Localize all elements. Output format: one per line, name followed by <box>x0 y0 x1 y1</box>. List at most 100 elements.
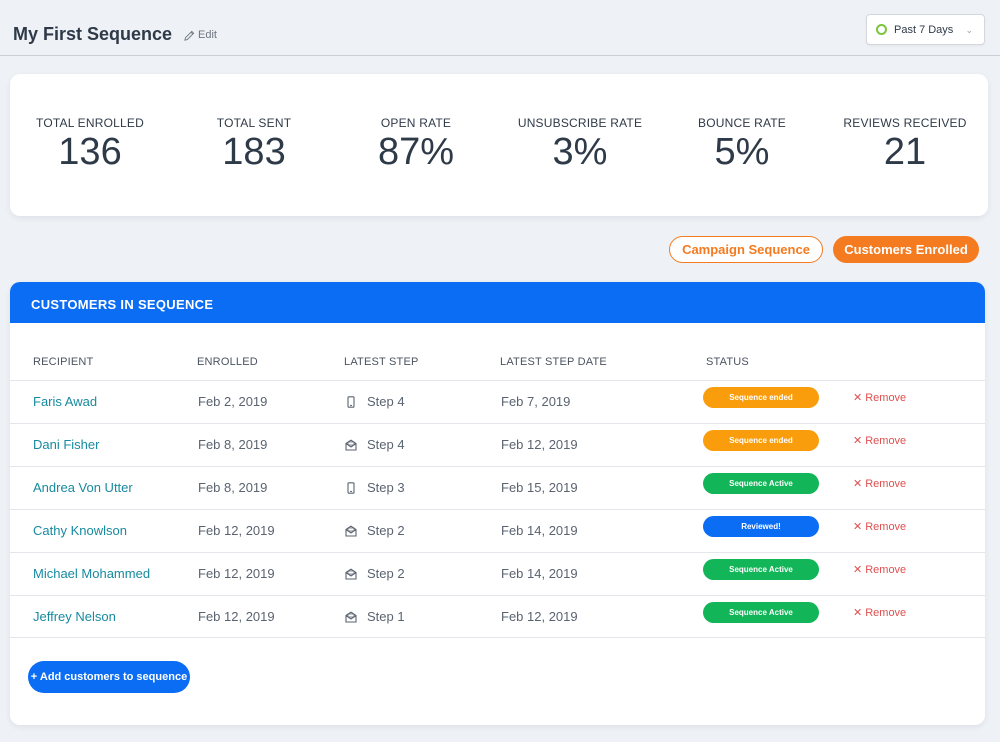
edit-button[interactable]: Edit <box>184 29 217 41</box>
recipient-name-link[interactable]: Jeffrey Nelson <box>33 609 116 624</box>
stat-open-rate: OPEN RATE 87% <box>331 116 501 174</box>
status-badge: Sequence ended <box>703 387 819 408</box>
step-label: Step 2 <box>367 523 405 538</box>
phone-icon <box>347 481 355 494</box>
email-icon <box>345 525 357 537</box>
enrolled-date: Feb 12, 2019 <box>198 523 275 538</box>
remove-label: Remove <box>865 563 907 576</box>
remove-button[interactable]: ✕ Remove <box>853 391 907 405</box>
stat-total-sent: TOTAL SENT 183 <box>169 116 339 174</box>
recipient-name-link[interactable]: Andrea Von Utter <box>33 480 133 495</box>
step-label: Step 4 <box>367 437 405 452</box>
column-header-latest-step-date: LATEST STEP DATE <box>500 356 607 368</box>
date-range-value: Past 7 Days <box>894 23 954 36</box>
latest-step-date: Feb 14, 2019 <box>501 523 578 538</box>
column-header-recipient: RECIPIENT <box>33 356 94 368</box>
stat-label: TOTAL SENT <box>216 116 292 130</box>
page-title: My First Sequence <box>13 24 173 44</box>
stat-reviews-received: REVIEWS RECEIVED 21 <box>820 116 990 174</box>
email-icon <box>345 568 357 580</box>
stats-card: TOTAL ENROLLED 136 TOTAL SENT 183 OPEN R… <box>10 74 988 216</box>
enrolled-date: Feb 12, 2019 <box>198 609 275 624</box>
remove-label: Remove <box>865 434 907 447</box>
latest-step: Step 4 <box>345 394 405 409</box>
stat-label: REVIEWS RECEIVED <box>843 116 967 130</box>
add-customers-button[interactable]: + Add customers to sequence <box>28 661 190 693</box>
status-badge: Sequence ended <box>703 430 819 451</box>
close-icon: ✕ <box>853 392 863 404</box>
stat-value: 87% <box>377 131 455 173</box>
chevron-down-icon: ⌄ <box>965 25 973 35</box>
table-row: Faris Awad Feb 2, 2019 Step 4 Feb 7, 201… <box>10 380 985 423</box>
close-icon: ✕ <box>853 521 863 533</box>
remove-button[interactable]: ✕ Remove <box>853 434 907 448</box>
pencil-icon <box>184 30 195 41</box>
enrolled-date: Feb 2, 2019 <box>198 394 268 409</box>
stat-total-enrolled: TOTAL ENROLLED 136 <box>5 116 175 174</box>
step-label: Step 3 <box>367 480 405 495</box>
recipient-name-link[interactable]: Dani Fisher <box>33 437 100 452</box>
stat-label: OPEN RATE <box>380 116 452 130</box>
edit-label: Edit <box>198 29 217 41</box>
stat-value: 183 <box>222 131 286 173</box>
table-title: CUSTOMERS IN SEQUENCE <box>31 297 214 312</box>
remove-button[interactable]: ✕ Remove <box>853 477 907 491</box>
latest-step: Step 2 <box>345 523 405 538</box>
stat-label: BOUNCE RATE <box>698 116 786 130</box>
stat-value: 5% <box>714 131 770 173</box>
remove-label: Remove <box>865 477 907 490</box>
latest-step-date: Feb 7, 2019 <box>501 394 571 409</box>
remove-button[interactable]: ✕ Remove <box>853 606 906 620</box>
latest-step-date: Feb 14, 2019 <box>501 566 578 581</box>
remove-button[interactable]: ✕ Remove <box>853 520 907 534</box>
column-header-latest-step: LATEST STEP <box>344 356 419 368</box>
status-dot-icon <box>876 24 887 35</box>
enrolled-date: Feb 8, 2019 <box>198 480 268 495</box>
status-badge: Sequence Active <box>703 602 819 623</box>
remove-label: Remove <box>865 391 907 404</box>
table-row: Michael Mohammed Feb 12, 2019 Step 2 Feb… <box>10 552 985 595</box>
close-icon: ✕ <box>853 478 863 490</box>
customers-enrolled-button[interactable]: Customers Enrolled <box>833 236 979 263</box>
stat-bounce-rate: BOUNCE RATE 5% <box>657 116 827 174</box>
remove-label: Remove <box>865 520 907 533</box>
recipient-name-link[interactable]: Faris Awad <box>33 394 98 409</box>
stat-label: TOTAL ENROLLED <box>36 116 144 130</box>
latest-step-date: Feb 12, 2019 <box>501 437 578 452</box>
close-icon: ✕ <box>853 435 863 447</box>
stat-unsubscribe-rate: UNSUBSCRIBE RATE 3% <box>495 116 665 174</box>
status-badge: Sequence Active <box>703 559 819 580</box>
campaign-sequence-button[interactable]: Campaign Sequence <box>669 236 823 263</box>
column-header-enrolled: ENROLLED <box>197 356 258 368</box>
email-icon <box>345 439 357 451</box>
stat-value: 136 <box>58 131 122 173</box>
enrolled-date: Feb 8, 2019 <box>198 437 268 452</box>
date-range-select[interactable]: Past 7 Days ⌄ <box>866 14 985 45</box>
email-icon <box>345 611 357 623</box>
latest-step: Step 1 <box>345 609 405 624</box>
stat-label: UNSUBSCRIBE RATE <box>517 116 643 130</box>
column-header-status: STATUS <box>706 356 749 368</box>
step-label: Step 2 <box>367 566 405 581</box>
close-icon: ✕ <box>853 564 863 576</box>
top-bar: My First Sequence Edit Past 7 Days ⌄ <box>0 0 1000 56</box>
status-badge: Reviewed! <box>703 516 819 537</box>
latest-step: Step 4 <box>345 437 405 452</box>
table-row: Andrea Von Utter Feb 8, 2019 Step 3 Feb … <box>10 466 985 509</box>
latest-step: Step 2 <box>345 566 405 581</box>
phone-icon <box>347 395 355 408</box>
latest-step-date: Feb 12, 2019 <box>501 609 578 624</box>
table-row: Dani Fisher Feb 8, 2019 Step 4 Feb 12, 2… <box>10 423 985 466</box>
remove-button[interactable]: ✕ Remove <box>853 563 907 577</box>
recipient-name-link[interactable]: Cathy Knowlson <box>33 523 127 538</box>
table-row: Jeffrey Nelson Feb 12, 2019 Step 1 Feb 1… <box>10 595 985 638</box>
stat-value: 21 <box>883 131 927 173</box>
recipient-name-link[interactable]: Michael Mohammed <box>33 566 151 581</box>
step-label: Step 1 <box>367 609 405 624</box>
status-badge: Sequence Active <box>703 473 819 494</box>
table-row: Cathy Knowlson Feb 12, 2019 Step 2 Feb 1… <box>10 509 985 552</box>
stat-value: 3% <box>552 131 608 173</box>
step-label: Step 4 <box>367 394 405 409</box>
latest-step-date: Feb 15, 2019 <box>501 480 578 495</box>
latest-step: Step 3 <box>345 480 405 495</box>
